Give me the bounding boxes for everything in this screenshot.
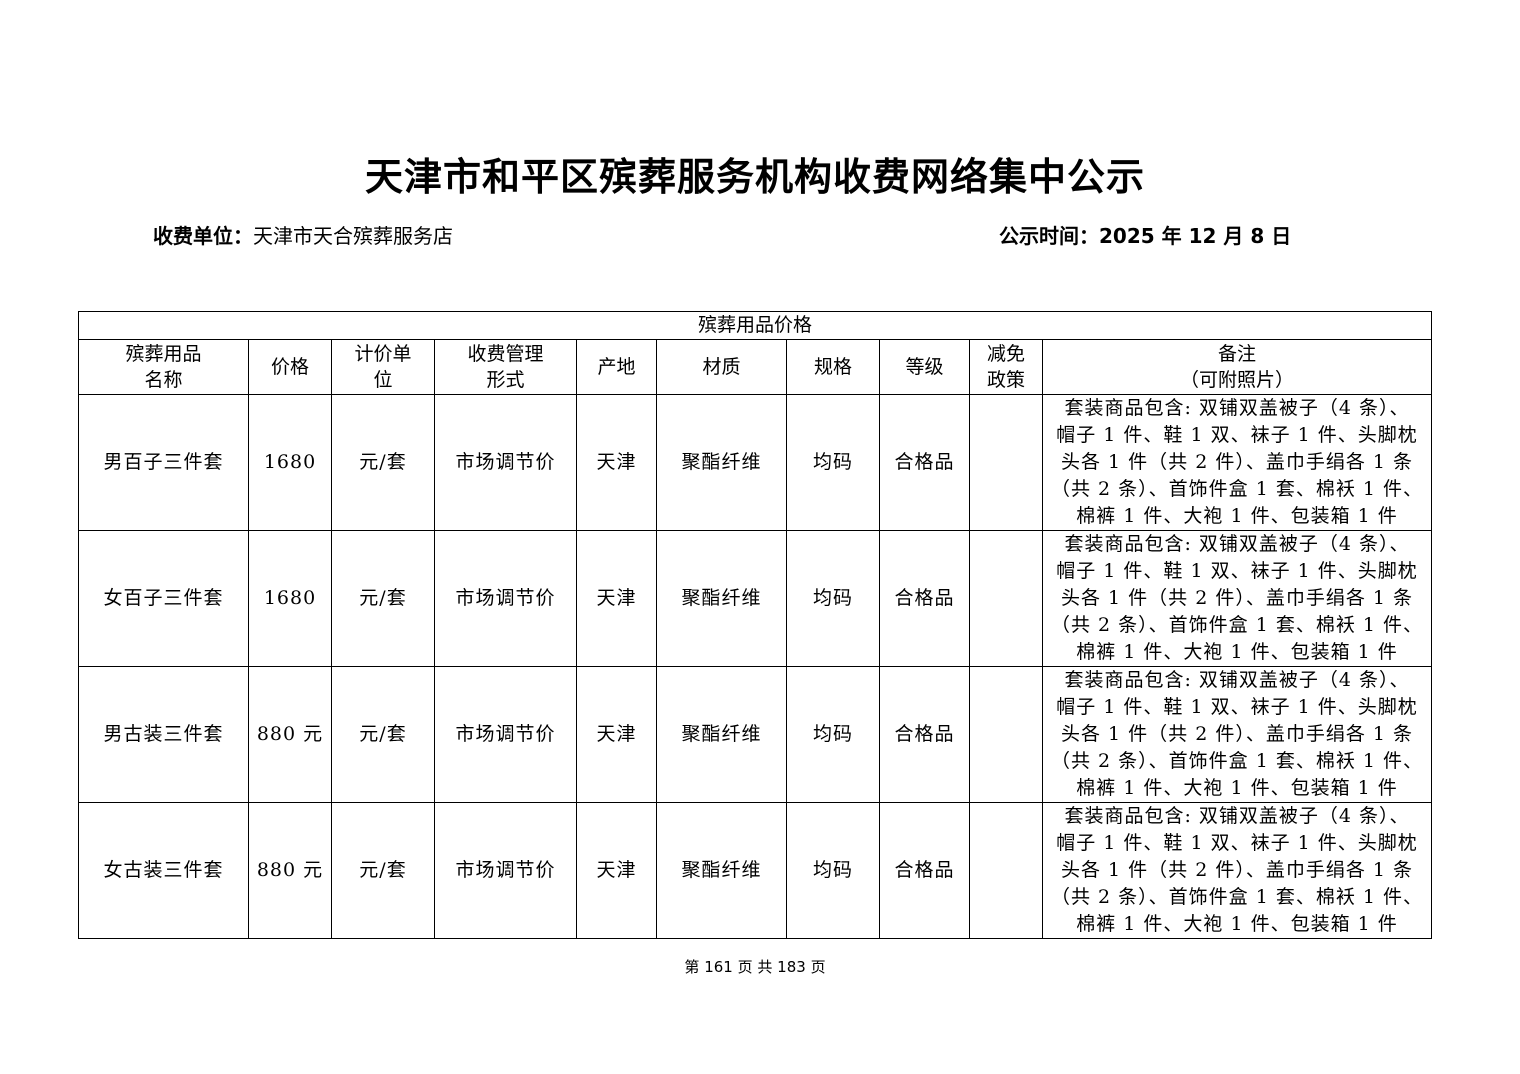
cell-origin: 天津: [576, 530, 657, 667]
cell-material: 聚酯纤维: [656, 666, 787, 803]
table-row: 女百子三件套 1680 元/套 市场调节价 天津 聚酯纤维 均码 合格品 套装商品包含: 双铺双…: [78, 530, 1433, 667]
cell-mgmt: 市场调节价: [434, 394, 577, 531]
table-row: 男古装三件套 880 元元/套 市场调节价 天津 聚酯纤维 均码 合格品 套装商品包含: 双铺…: [78, 666, 1433, 803]
cell-remark: 套装商品包含: 双铺双盖被子（4 条）、 帽子 1 件、鞋 1 双、袜子 1 件…: [1041, 530, 1433, 667]
fee-unit: 收费单位：天津市天合殡葬服务店: [153, 220, 453, 249]
cell-origin: 天津: [576, 394, 657, 531]
total-pages: 183: [777, 958, 806, 976]
cell-price: 1680: [248, 394, 332, 531]
cell-remark: 套装商品包含: 双铺双盖被子（4 条）、 帽子 1 件、鞋 1 双、袜子 1 件…: [1041, 802, 1433, 939]
header-row: 殡葬用品 名称 价格 计价单 位收费管理 形式 产地 材质 规格 等级 减免 政策 备注 （可附…: [78, 339, 1433, 395]
footer-prefix: 第: [684, 958, 700, 976]
cell-policy: [969, 530, 1043, 667]
fee-unit-value: 天津市天合殡葬服务店: [253, 224, 453, 248]
column-header: 备注 （可附照片）: [1041, 339, 1433, 395]
table-row: 女古装三件套 880 元元/套 市场调节价 天津 聚酯纤维 均码 合格品 套装商品包含: 双铺…: [78, 802, 1433, 939]
publish-date: 公示时间：2025 年 12 月 8 日: [999, 224, 1292, 248]
cell-unit: 元/套: [331, 666, 435, 803]
footer-middle: 页 共: [737, 958, 773, 976]
cell-spec: 均码: [786, 530, 880, 667]
cell-spec: 均码: [786, 666, 880, 803]
page-number: 161: [704, 958, 733, 976]
cell-policy: [969, 394, 1043, 531]
cell-material: 聚酯纤维: [656, 802, 787, 939]
cell-policy: [969, 802, 1043, 939]
column-header: 规格: [786, 339, 880, 395]
cell-mgmt: 市场调节价: [434, 530, 577, 667]
fee-unit-label: 收费单位：: [153, 224, 253, 248]
cell-origin: 天津: [576, 666, 657, 803]
column-header: 计价单 位: [331, 339, 435, 395]
column-header: 减免 政策: [969, 339, 1043, 395]
column-header: 价格: [248, 339, 332, 395]
column-header: 殡葬用品 名称: [78, 339, 249, 395]
page-footer: 第 161 页 共 183 页: [0, 956, 1510, 977]
page-title: 天津市和平区殡葬服务机构收费网络集中公示: [364, 154, 1145, 199]
cell-origin: 天津: [576, 802, 657, 939]
cell-unit: 元/套: [331, 394, 435, 531]
column-header: 等级: [879, 339, 970, 395]
cell-grade: 合格品: [879, 802, 970, 939]
cell-name: 男百子三件套: [78, 394, 249, 531]
footer-suffix: 页: [810, 958, 826, 976]
cell-unit: 元/套: [331, 802, 435, 939]
cell-spec: 均码: [786, 394, 880, 531]
cell-grade: 合格品: [879, 394, 970, 531]
cell-material: 聚酯纤维: [656, 530, 787, 667]
column-header: 材质: [656, 339, 787, 395]
cell-grade: 合格品: [879, 530, 970, 667]
column-header: 产地: [576, 339, 657, 395]
cell-price: 1680: [248, 530, 332, 667]
cell-grade: 合格品: [879, 666, 970, 803]
cell-price: 880 元: [248, 666, 332, 803]
cell-price: 880 元: [248, 802, 332, 939]
table-caption: 殡葬用品价格: [77, 311, 1433, 340]
cell-name: 女百子三件套: [78, 530, 249, 667]
cell-material: 聚酯纤维: [656, 394, 787, 531]
cell-mgmt: 市场调节价: [434, 802, 577, 939]
cell-policy: [969, 666, 1043, 803]
cell-name: 男古装三件套: [78, 666, 249, 803]
column-header: 收费管理 形式: [434, 339, 577, 395]
cell-mgmt: 市场调节价: [434, 666, 577, 803]
cell-remark: 套装商品包含: 双铺双盖被子（4 条）、 帽子 1 件、鞋 1 双、袜子 1 件…: [1041, 666, 1433, 803]
table-row: 男百子三件套 1680 元/套 市场调节价 天津 聚酯纤维 均码 合格品 套装商品包含: 双铺双…: [78, 394, 1433, 531]
cell-spec: 均码: [786, 802, 880, 939]
cell-unit: 元/套: [331, 530, 435, 667]
cell-remark: 套装商品包含: 双铺双盖被子（4 条）、 帽子 1 件、鞋 1 双、袜子 1 件…: [1041, 394, 1433, 531]
price-table: 殡葬用品价格 殡葬用品 名称 价格 计价单 位收费管理 形式 产地 材质 规格 等级 减免 政…: [77, 311, 1433, 939]
cell-name: 女古装三件套: [78, 802, 249, 939]
